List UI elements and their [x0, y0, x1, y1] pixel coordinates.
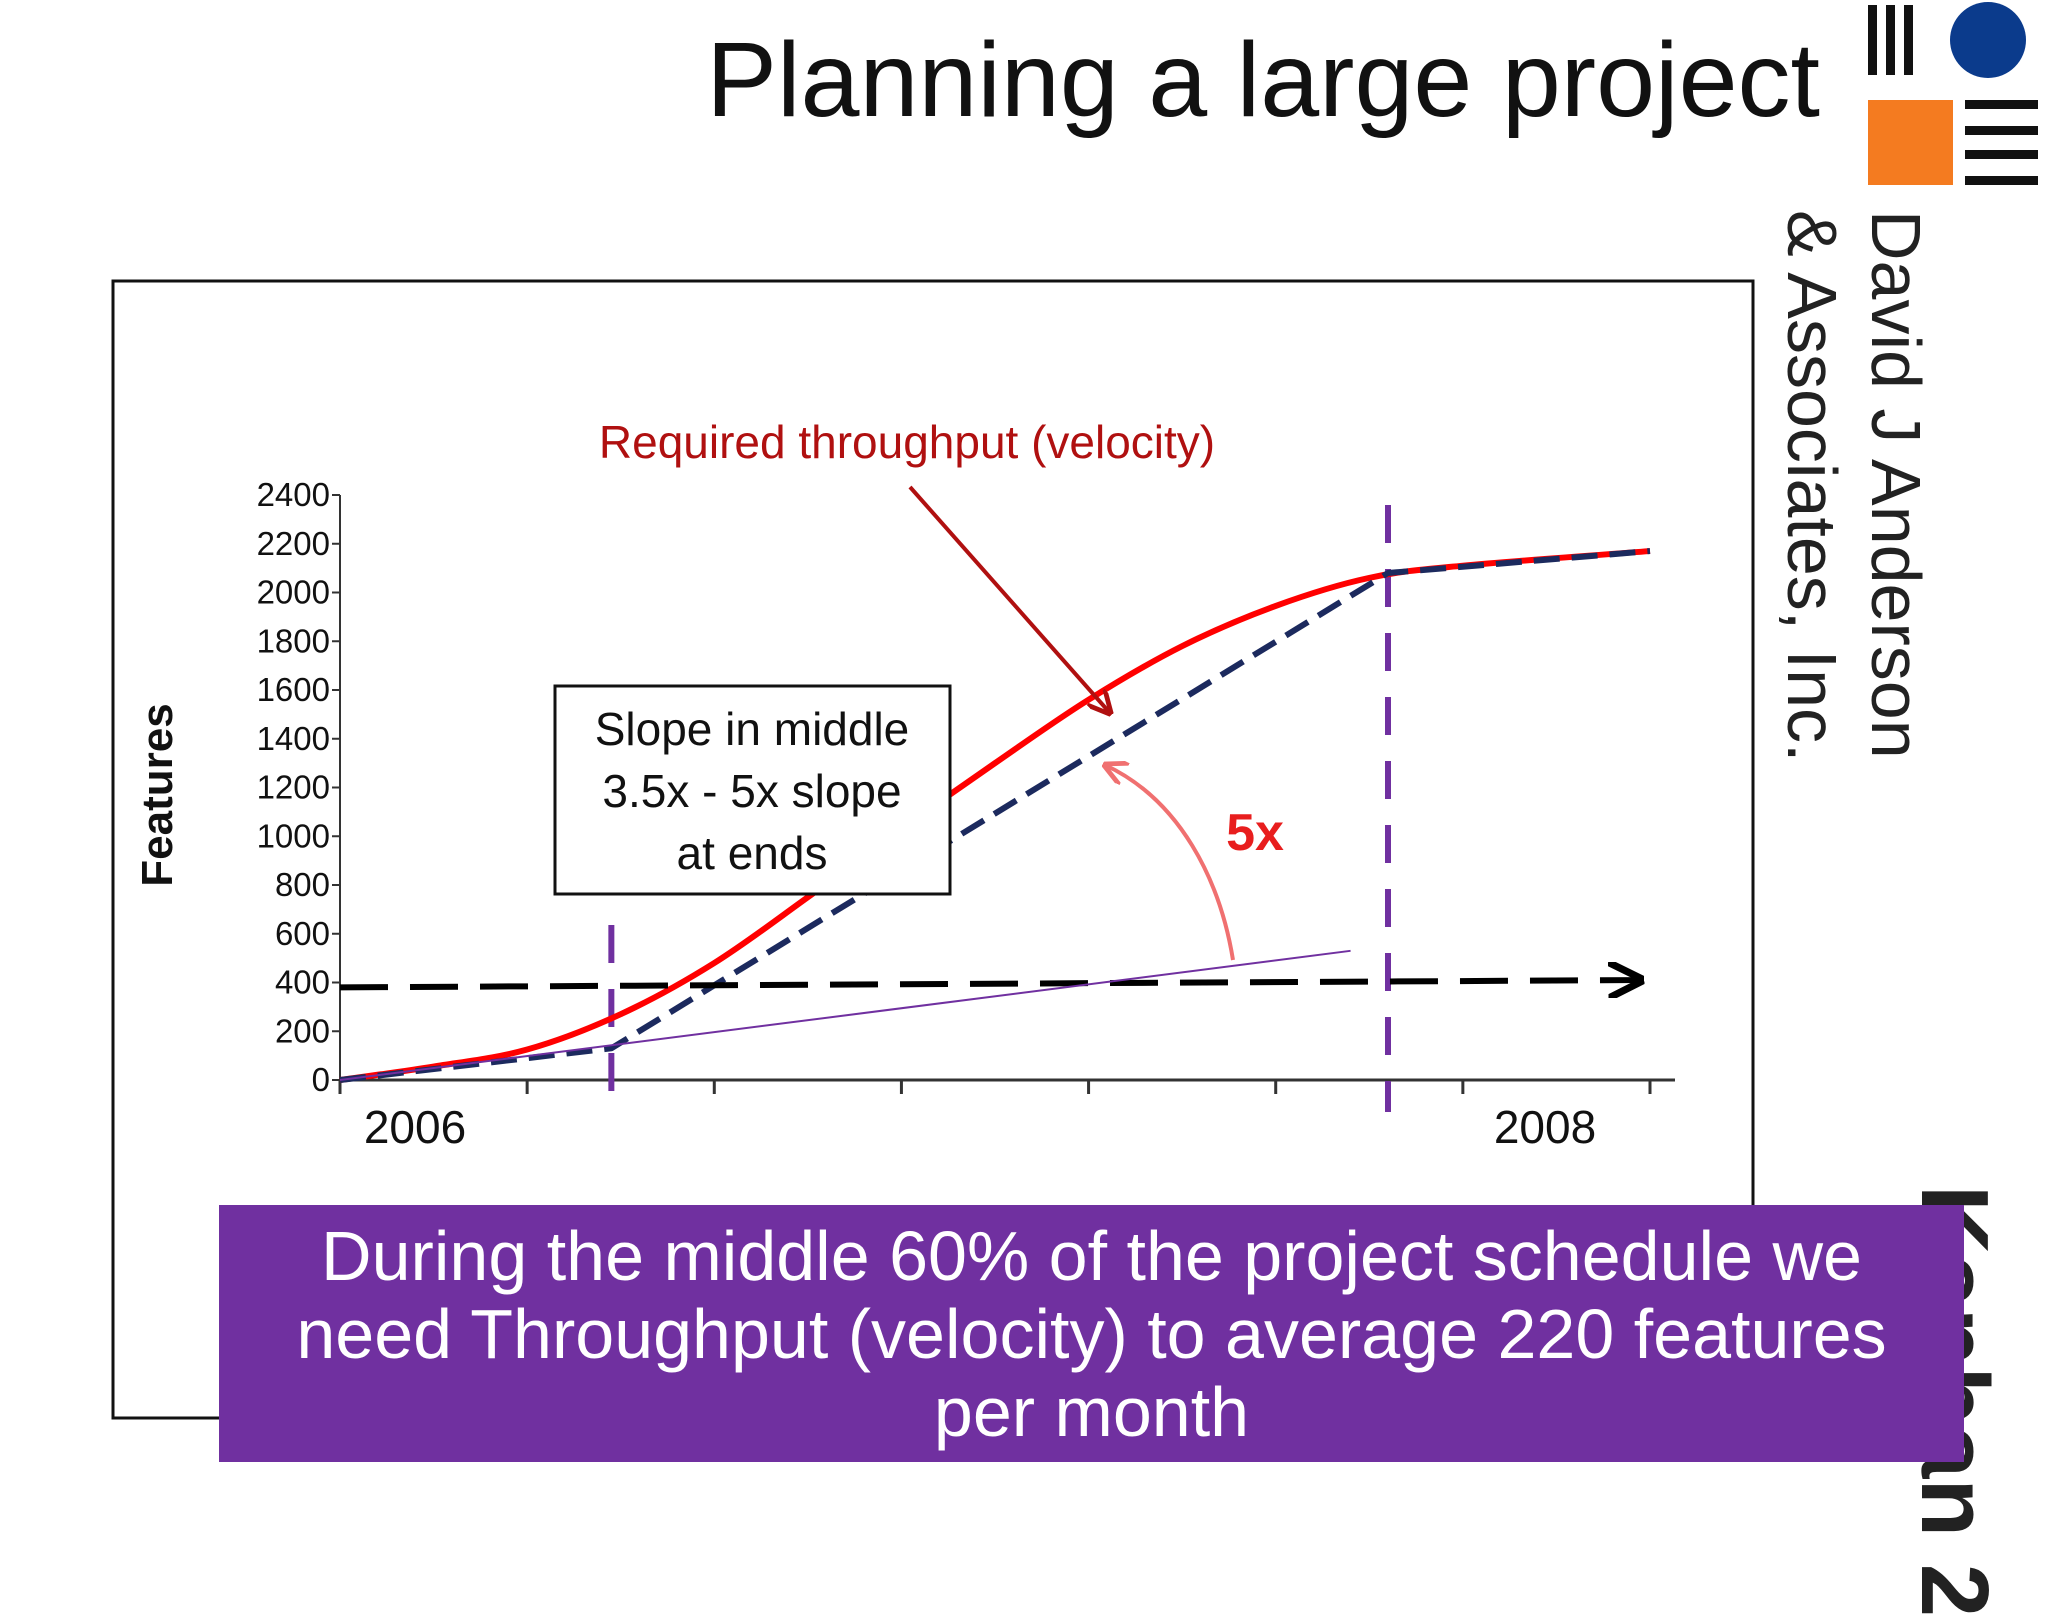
- y-tick-label: 800: [275, 866, 330, 903]
- y-tick-label: 2000: [257, 574, 330, 611]
- slide-title: Planning a large project: [706, 21, 1820, 139]
- ratio-label: 5x: [1226, 804, 1284, 862]
- required-arrow: [908, 485, 1110, 713]
- x-tick-label: 2008: [1494, 1101, 1596, 1153]
- logo-square: [1868, 100, 1953, 185]
- slope-box-line-1: Slope in middle: [595, 703, 910, 755]
- y-tick-label: 1600: [257, 671, 330, 708]
- djaa-logo-icon: [1868, 2, 2038, 185]
- y-tick-label: 1200: [257, 769, 330, 806]
- ratio-arrow: [1105, 765, 1235, 961]
- y-tick-label: 600: [275, 915, 330, 952]
- logo-hbar: [1965, 176, 2038, 185]
- required-throughput-series: [339, 548, 1651, 1083]
- logo-hbar: [1965, 126, 2038, 135]
- baseline-velocity-series: [339, 980, 1641, 987]
- slope-box-line-2: 3.5x - 5x slope: [602, 765, 901, 817]
- logo-circle: [1950, 2, 2026, 78]
- x-tick-label: 2006: [364, 1101, 466, 1153]
- logo-bar: [1868, 5, 1877, 75]
- slope-box: [553, 684, 952, 896]
- logo-bar: [1904, 5, 1913, 75]
- logo-hbar: [1965, 150, 2038, 159]
- y-tick-label: 1400: [257, 720, 330, 757]
- y-tick-label: 200: [275, 1012, 330, 1049]
- y-tick-label: 2200: [257, 525, 330, 562]
- y-tick-label: 1000: [257, 817, 330, 854]
- y-axis-label: Features: [133, 703, 182, 886]
- piecewise-linear-series: [339, 548, 1651, 1083]
- y-tick-label: 1800: [257, 622, 330, 659]
- logo-bar: [1886, 5, 1895, 75]
- end-slope-series: [339, 949, 1351, 1081]
- summary-banner: During the middle 60% of the project sch…: [219, 1205, 1964, 1462]
- logo-hbar: [1965, 100, 2038, 109]
- y-tick-label: 400: [275, 964, 330, 1001]
- y-tick-label: 2400: [257, 476, 330, 513]
- y-tick-label: 0: [312, 1061, 330, 1098]
- required-throughput-label: Required throughput (velocity): [599, 416, 1215, 468]
- slope-box-line-3: at ends: [677, 827, 828, 879]
